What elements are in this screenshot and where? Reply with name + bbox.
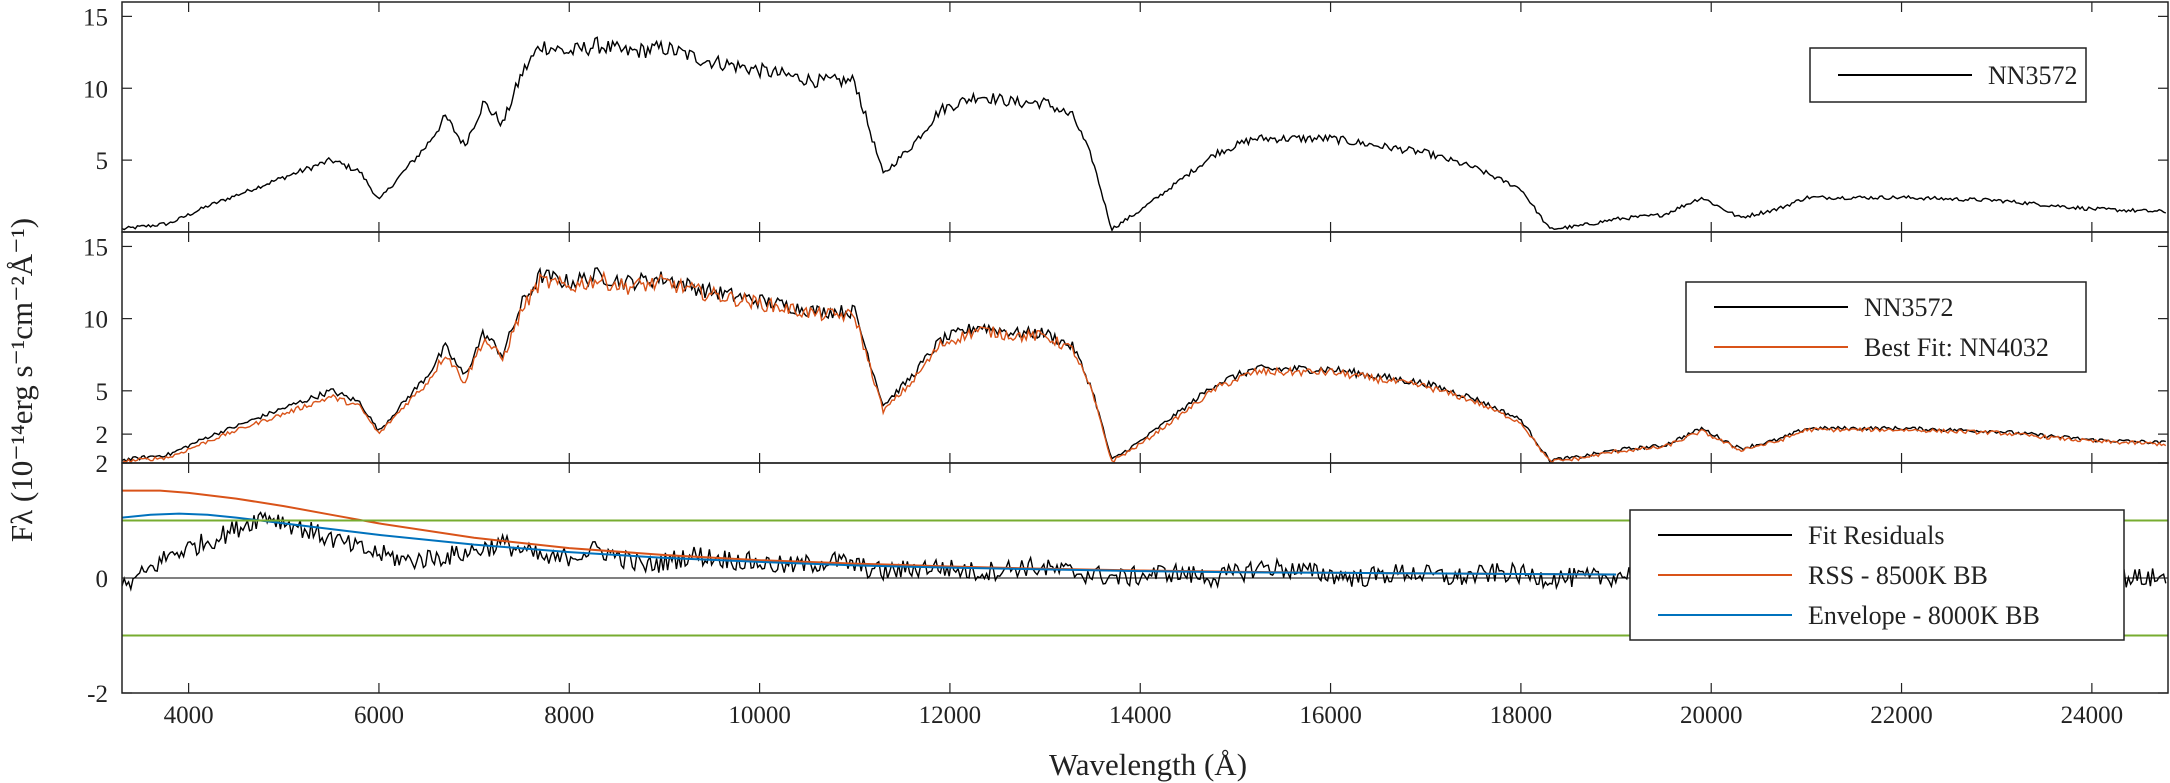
y-tick-label: 2 [96, 451, 109, 478]
y-tick-label: 5 [96, 379, 109, 406]
legend-middle: NN3572 Best Fit: NN4032 [1685, 281, 2087, 373]
x-tick-label: 16000 [1299, 702, 1362, 729]
x-tick-label: 20000 [1680, 702, 1743, 729]
legend-label: NN3572 [1988, 61, 2078, 90]
y-tick-label: -2 [87, 681, 108, 708]
x-axis-label: Wavelength (Å) [1049, 747, 1247, 782]
x-tick-label: 6000 [354, 702, 404, 729]
legend-label: Envelope - 8000K BB [1808, 601, 2040, 630]
y-tick-label: 2 [96, 422, 109, 449]
panel-top: 5 10 15 NN3572 [83, 1, 2169, 233]
legend-top: NN3572 [1809, 47, 2087, 103]
x-tick-label: 8000 [544, 702, 594, 729]
series-bottom-envelope-2 [122, 512, 1617, 576]
legend-label: NN3572 [1864, 293, 1954, 322]
y-tick-label: 0 [96, 566, 109, 593]
x-tick-label: 22000 [1870, 702, 1933, 729]
x-tick-label: 18000 [1490, 702, 1553, 729]
y-axis-label: Fλ (10⁻¹⁴erg s⁻¹cm⁻²Å⁻¹) [4, 218, 39, 542]
y-tick-label: 10 [83, 76, 108, 103]
x-tick-label: 24000 [2061, 702, 2124, 729]
legend-bottom: Fit Residuals RSS - 8500K BB Envelope - 80… [1629, 509, 2125, 641]
x-tick-label: 12000 [919, 702, 982, 729]
legend-label: Fit Residuals [1808, 521, 1945, 550]
y-tick-label: 5 [96, 148, 109, 175]
x-tick-label: 10000 [728, 702, 791, 729]
series-bottom-rss-1 [122, 489, 1617, 576]
series-top-data-0 [122, 36, 2167, 232]
legend-label: Best Fit: NN4032 [1864, 333, 2049, 362]
legend-label: RSS - 8500K BB [1808, 561, 1988, 590]
y-tick-label: 15 [83, 4, 108, 31]
series-middle-data-0 [122, 266, 2166, 463]
x-tick-label: 14000 [1109, 702, 1172, 729]
panel-middle: 2 5 10 15 NN3572 Best Fit: NN4032 [83, 231, 2169, 464]
x-tick-label: 4000 [164, 702, 214, 729]
y-tick-label: 15 [83, 234, 108, 261]
series-middle-fit-1 [122, 270, 2167, 463]
y-tick-label: 10 [83, 307, 108, 334]
